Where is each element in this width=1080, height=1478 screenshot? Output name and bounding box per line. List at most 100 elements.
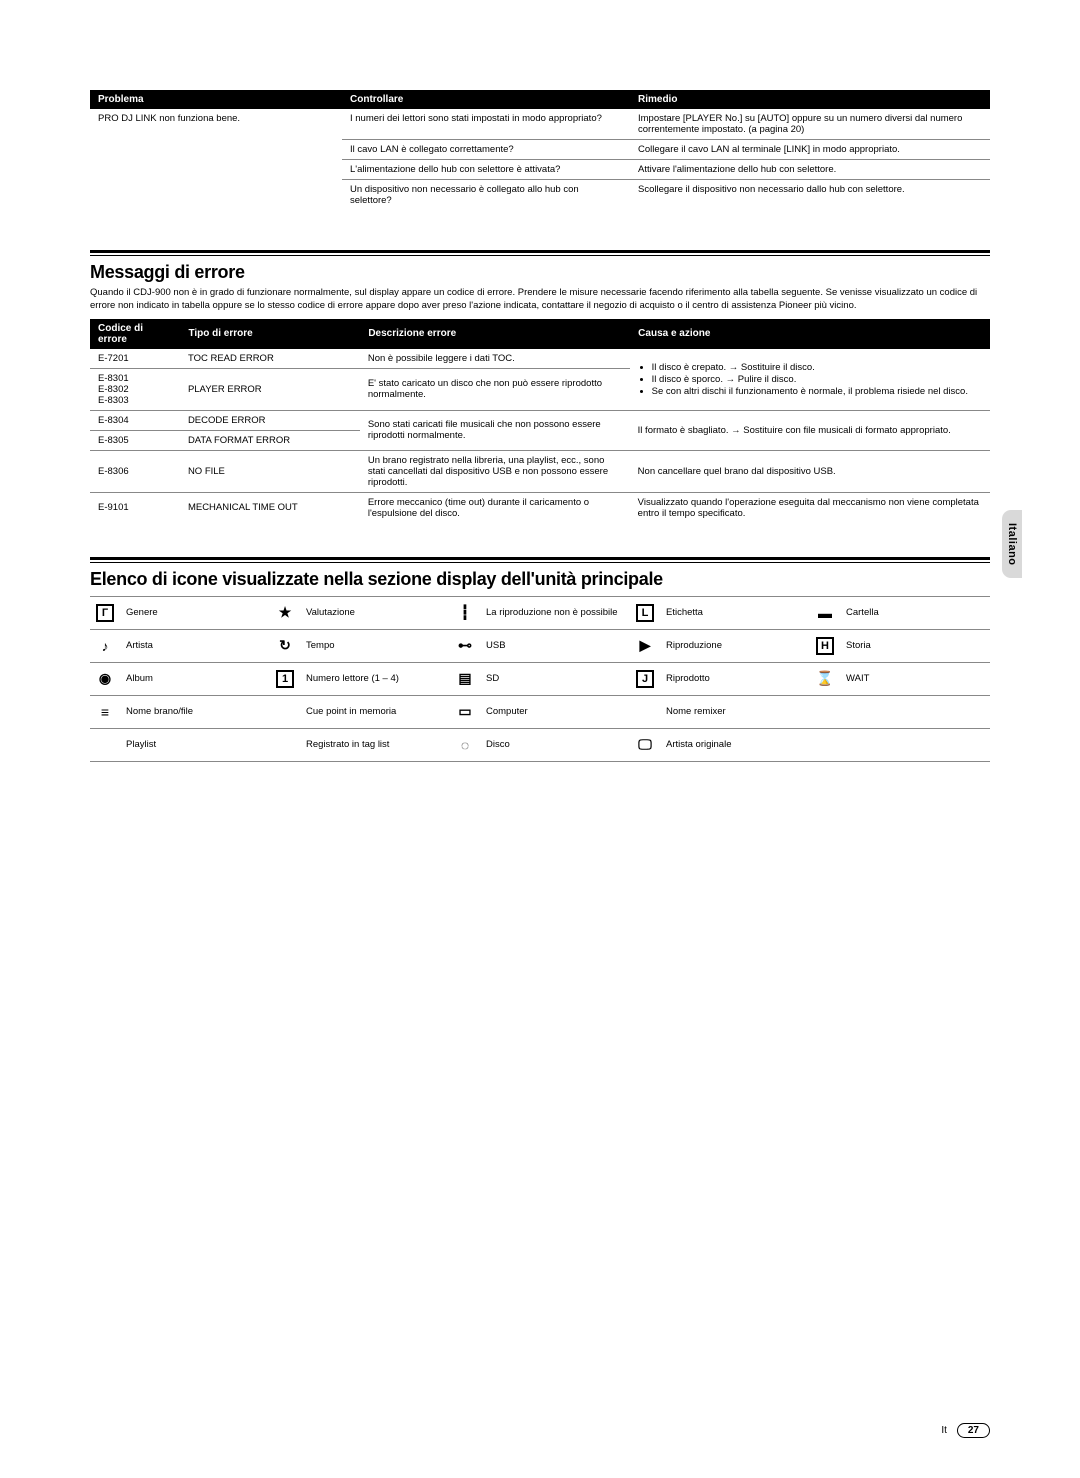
- th-problema: Problema: [90, 90, 342, 109]
- icons-grid: ГGenere★Valutazione┇La riproduzione non …: [90, 596, 990, 762]
- divider: [90, 562, 990, 563]
- check-0: I numeri dei lettori sono stati impostat…: [342, 109, 630, 140]
- ec-9101: E-9101: [90, 492, 180, 523]
- divider: [90, 250, 990, 253]
- problem-cell: PRO DJ LINK non funziona bene.: [90, 109, 342, 210]
- remedy-2: Attivare l'alimentazione dello hub con s…: [630, 160, 990, 180]
- display-icon: ▶: [634, 636, 656, 656]
- display-icon: ▤: [454, 669, 476, 689]
- icon-cell: Cue point in memoria: [270, 696, 450, 728]
- icon-label: USB: [486, 640, 506, 651]
- th-controllare: Controllare: [342, 90, 630, 109]
- icon-label: Nome remixer: [666, 706, 726, 717]
- ed-9101: Errore meccanico (time out) durante il c…: [360, 492, 630, 523]
- icon-cell: Registrato in tag list: [270, 729, 450, 761]
- icon-label: Nome brano/file: [126, 706, 193, 717]
- remedy-0: Impostare [PLAYER No.] su [AUTO] oppure …: [630, 109, 990, 140]
- icon-cell: LEtichetta: [630, 597, 810, 629]
- cause-8306: Non cancellare quel brano dal dispositiv…: [630, 450, 990, 492]
- icon-cell: J Riprodotto: [630, 663, 810, 695]
- display-icon: [274, 702, 296, 722]
- ed-830x: E' stato caricato un disco che non può e…: [360, 368, 630, 410]
- ec-830x: E-8301 E-8302 E-8303: [90, 368, 180, 410]
- display-icon: ◉: [94, 669, 116, 689]
- et-8306: NO FILE: [180, 450, 360, 492]
- icon-cell: ≡ Nome brano/file: [90, 696, 270, 728]
- divider: [90, 557, 990, 560]
- icon-label: Cue point in memoria: [306, 706, 396, 717]
- display-icon: ◌: [454, 735, 476, 755]
- remedy-3: Scollegare il dispositivo non necessario…: [630, 180, 990, 211]
- eh-type: Tipo di errore: [180, 319, 360, 349]
- cause-b1: Il disco è sporco. → Pulire il disco.: [652, 374, 982, 385]
- ec-8304: E-8304: [90, 410, 180, 430]
- check-1: Il cavo LAN è collegato correttamente?: [342, 140, 630, 160]
- icon-label: Tempo: [306, 640, 335, 651]
- display-icon: ≡: [94, 702, 116, 722]
- icon-label: Computer: [486, 706, 528, 717]
- icon-cell: ▭ Computer: [450, 696, 630, 728]
- icon-label: Riprodotto: [666, 673, 710, 684]
- icon-label: Album: [126, 673, 153, 684]
- icon-cell: Playlist: [90, 729, 270, 761]
- display-icon: J: [634, 669, 656, 689]
- icon-cell: 🖵 Artista originale: [630, 729, 810, 761]
- icon-label: Artista: [126, 640, 153, 651]
- icon-cell: [810, 696, 990, 728]
- icon-cell: ♪Artista: [90, 630, 270, 662]
- cause-b0: Il disco è crepato. → Sostituire il disc…: [652, 362, 982, 373]
- icon-cell: ⌛WAIT: [810, 663, 990, 695]
- remedy-1: Collegare il cavo LAN al terminale [LINK…: [630, 140, 990, 160]
- icon-label: Cartella: [846, 607, 879, 618]
- icon-cell: HStoria: [810, 630, 990, 662]
- display-icon: [94, 735, 116, 755]
- ec-8305: E-8305: [90, 430, 180, 450]
- cause-disc: Il disco è crepato. → Sostituire il disc…: [630, 349, 990, 411]
- display-icon: ▭: [454, 702, 476, 722]
- et-8304: DECODE ERROR: [180, 410, 360, 430]
- icon-label: Valutazione: [306, 607, 355, 618]
- icon-cell: ┇ La riproduzione non è possibile: [450, 597, 630, 629]
- icon-label: La riproduzione non è possibile: [486, 607, 618, 618]
- display-icon: [274, 735, 296, 755]
- et-7201: TOC READ ERROR: [180, 349, 360, 369]
- page-footer: It 27: [941, 1423, 990, 1438]
- ec-8306: E-8306: [90, 450, 180, 492]
- icon-label: Riproduzione: [666, 640, 722, 651]
- display-icon: H: [814, 636, 836, 656]
- icon-cell: ⊷ USB: [450, 630, 630, 662]
- icon-label: Artista originale: [666, 739, 731, 750]
- display-icon: ⊷: [454, 636, 476, 656]
- icons-title: Elenco di icone visualizzate nella sezio…: [90, 569, 990, 590]
- errors-title: Messaggi di errore: [90, 262, 990, 283]
- eh-code: Codice di errore: [90, 319, 180, 349]
- ed-7201: Non è possibile leggere i dati TOC.: [360, 349, 630, 369]
- errors-table: Codice di errore Tipo di errore Descrizi…: [90, 319, 990, 523]
- check-3: Un dispositivo non necessario è collegat…: [342, 180, 630, 211]
- et-9101: MECHANICAL TIME OUT: [180, 492, 360, 523]
- language-tab: Italiano: [1002, 510, 1022, 578]
- icon-cell: ◉ Album: [90, 663, 270, 695]
- ed-8306: Un brano registrato nella libreria, una …: [360, 450, 630, 492]
- troubleshooting-table: Problema Controllare Rimedio PRO DJ LINK…: [90, 90, 990, 210]
- ed-8304-5: Sono stati caricati file musicali che no…: [360, 410, 630, 450]
- errors-intro: Quando il CDJ-900 non è in grado di funz…: [90, 287, 990, 313]
- check-2: L'alimentazione dello hub con selettore …: [342, 160, 630, 180]
- divider: [90, 255, 990, 256]
- icon-cell: 1Numero lettore (1 – 4): [270, 663, 450, 695]
- display-icon: ┇: [454, 603, 476, 623]
- th-rimedio: Rimedio: [630, 90, 990, 109]
- footer-lang: It: [941, 1425, 947, 1436]
- eh-desc: Descrizione errore: [360, 319, 630, 349]
- cause-9101: Visualizzato quando l'operazione eseguit…: [630, 492, 990, 523]
- display-icon: ⌛: [814, 669, 836, 689]
- icon-cell: Nome remixer: [630, 696, 810, 728]
- icon-cell: ГGenere: [90, 597, 270, 629]
- eh-cause: Causa e azione: [630, 319, 990, 349]
- icon-label: Numero lettore (1 – 4): [306, 673, 399, 684]
- display-icon: 🖵: [634, 735, 656, 755]
- icon-label: Etichetta: [666, 607, 703, 618]
- icon-cell: ▶ Riproduzione: [630, 630, 810, 662]
- cause-b2: Se con altri dischi il funzionamento è n…: [652, 386, 982, 397]
- display-icon: ▬: [814, 603, 836, 623]
